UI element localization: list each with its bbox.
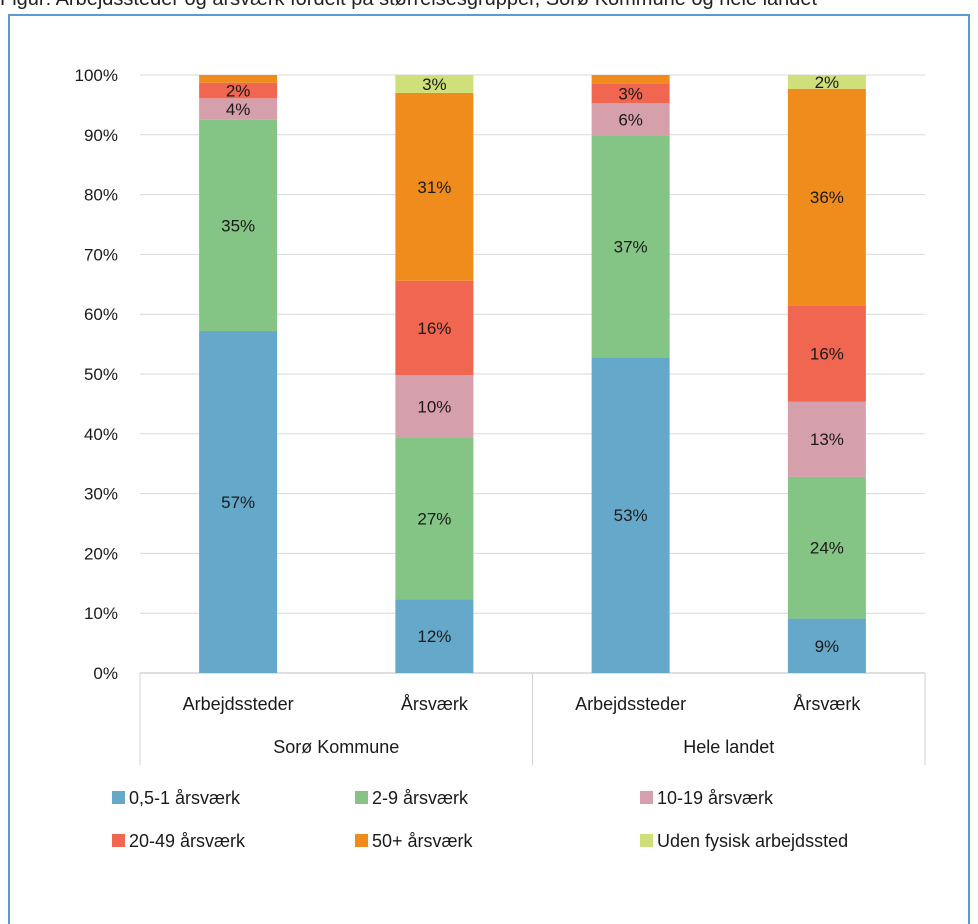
bar-segment [199, 98, 278, 120]
data-label: 27% [417, 510, 451, 529]
legend-swatch [112, 791, 125, 804]
legend-label: 0,5-1 årsværk [129, 788, 241, 808]
data-label: 9% [815, 637, 840, 656]
y-tick-label: 50% [84, 365, 118, 384]
y-tick-label: 40% [84, 425, 118, 444]
data-label: 35% [221, 216, 255, 235]
bar-segment [199, 75, 278, 83]
bar-segment [787, 618, 866, 673]
legend-label: 10-19 årsværk [657, 788, 774, 808]
data-label: 2% [226, 82, 251, 101]
bar-segment [787, 75, 866, 89]
bar-segment [591, 135, 670, 358]
figure-caption: Figur: Arbejdssteder og årsværk fordelt … [0, 0, 817, 11]
data-label: 16% [417, 319, 451, 338]
bar-segment [395, 92, 474, 281]
y-tick-label: 0% [93, 664, 118, 683]
legend-swatch [640, 834, 653, 847]
legend-label: 20-49 årsværk [129, 831, 246, 851]
y-tick-label: 90% [84, 126, 118, 145]
bar-segment [199, 82, 278, 99]
data-label: 31% [417, 178, 451, 197]
legend-swatch [112, 834, 125, 847]
data-label: 4% [226, 100, 251, 119]
bar-segment [591, 75, 670, 84]
legend-swatch [640, 791, 653, 804]
data-label: 57% [221, 493, 255, 512]
data-label: 13% [810, 430, 844, 449]
legend-label: 2-9 årsværk [372, 788, 469, 808]
x-group-label: Sorø Kommune [273, 737, 399, 757]
data-label: 10% [417, 398, 451, 417]
x-group-label: Hele landet [683, 737, 774, 757]
data-label: 37% [614, 238, 648, 257]
y-tick-label: 100% [75, 66, 118, 85]
bar-segment [395, 280, 474, 376]
bar-segment [395, 599, 474, 673]
data-label: 16% [810, 344, 844, 363]
figure-caption-strip: Figur: Arbejdssteder og årsværk fordelt … [0, 0, 978, 12]
bar-segment [395, 75, 474, 93]
x-category-label: Arbejdssteder [183, 694, 294, 714]
x-category-label: Årsværk [401, 694, 469, 714]
bar-segment [395, 437, 474, 600]
y-tick-label: 20% [84, 544, 118, 563]
bar-segment [395, 375, 474, 438]
data-label: 53% [614, 506, 648, 525]
legend-label: Uden fysisk arbejdssted [657, 831, 848, 851]
x-category-label: Arbejdssteder [575, 694, 686, 714]
y-tick-label: 30% [84, 485, 118, 504]
data-label: 24% [810, 539, 844, 558]
data-label: 36% [810, 188, 844, 207]
bar-segment [787, 88, 866, 306]
data-label: 3% [422, 75, 447, 94]
bar-segment [199, 119, 278, 331]
bar-segment [591, 103, 670, 136]
data-label: 2% [815, 73, 840, 92]
bar-segment [787, 401, 866, 477]
bar-segment [199, 330, 278, 673]
y-tick-label: 10% [84, 604, 118, 623]
data-label: 12% [417, 627, 451, 646]
legend-swatch [355, 834, 368, 847]
bar-segment [591, 83, 670, 104]
data-label: 3% [618, 85, 643, 104]
bar-segment [787, 476, 866, 619]
legend-swatch [355, 791, 368, 804]
bar-segment [787, 305, 866, 402]
y-tick-label: 60% [84, 305, 118, 324]
y-tick-label: 80% [84, 186, 118, 205]
data-label: 6% [618, 111, 643, 130]
x-category-label: Årsværk [793, 694, 861, 714]
y-tick-label: 70% [84, 245, 118, 264]
bar-segment [591, 357, 670, 673]
legend-label: 50+ årsværk [372, 831, 474, 851]
